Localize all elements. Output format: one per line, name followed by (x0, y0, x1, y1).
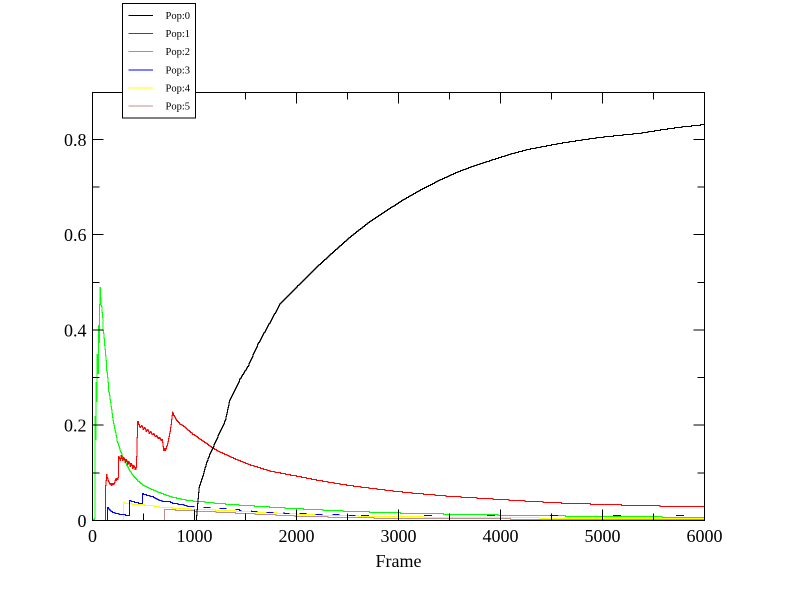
svg-text:0: 0 (88, 526, 97, 546)
svg-text:0: 0 (78, 511, 87, 531)
svg-text:Pop:3: Pop:3 (166, 65, 191, 76)
svg-text:6000: 6000 (687, 526, 723, 546)
svg-text:Pop:1: Pop:1 (166, 29, 191, 40)
svg-text:1000: 1000 (177, 526, 213, 546)
svg-text:0.2: 0.2 (64, 416, 87, 436)
svg-text:0.4: 0.4 (64, 320, 87, 340)
svg-text:Pop:5: Pop:5 (166, 102, 191, 113)
svg-text:Pop:2: Pop:2 (166, 47, 191, 58)
svg-text:3000: 3000 (381, 526, 417, 546)
svg-text:0.6: 0.6 (64, 225, 87, 245)
svg-text:Pop:0: Pop:0 (166, 11, 191, 22)
svg-text:Frame: Frame (376, 551, 422, 571)
svg-text:5000: 5000 (585, 526, 621, 546)
svg-text:0.8: 0.8 (64, 130, 87, 150)
svg-text:Pop:4: Pop:4 (166, 83, 191, 94)
svg-text:4000: 4000 (483, 526, 519, 546)
svg-text:2000: 2000 (279, 526, 315, 546)
